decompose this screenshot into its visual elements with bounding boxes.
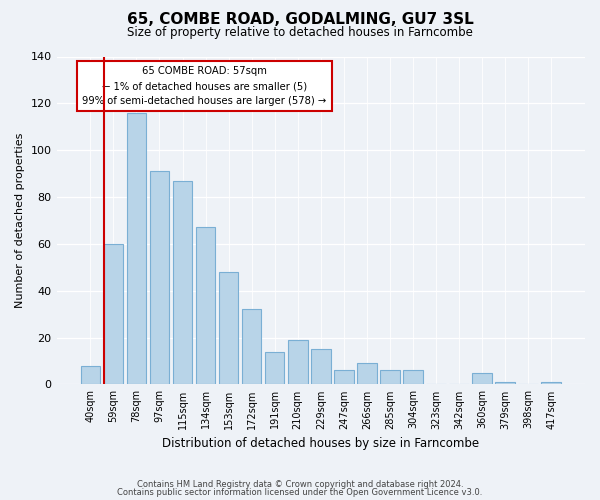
X-axis label: Distribution of detached houses by size in Farncombe: Distribution of detached houses by size … xyxy=(162,437,479,450)
Bar xyxy=(242,310,262,384)
Bar xyxy=(311,350,331,384)
Bar xyxy=(149,172,169,384)
Bar xyxy=(380,370,400,384)
Bar xyxy=(173,180,193,384)
Bar xyxy=(80,366,100,384)
Bar xyxy=(196,228,215,384)
Bar xyxy=(403,370,423,384)
Bar xyxy=(357,364,377,384)
Bar xyxy=(127,112,146,384)
Bar xyxy=(288,340,308,384)
Text: Size of property relative to detached houses in Farncombe: Size of property relative to detached ho… xyxy=(127,26,473,39)
Text: 65, COMBE ROAD, GODALMING, GU7 3SL: 65, COMBE ROAD, GODALMING, GU7 3SL xyxy=(127,12,473,28)
Bar xyxy=(265,352,284,384)
Text: Contains HM Land Registry data © Crown copyright and database right 2024.: Contains HM Land Registry data © Crown c… xyxy=(137,480,463,489)
Bar xyxy=(334,370,353,384)
Bar xyxy=(472,372,492,384)
Text: 65 COMBE ROAD: 57sqm
← 1% of detached houses are smaller (5)
99% of semi-detache: 65 COMBE ROAD: 57sqm ← 1% of detached ho… xyxy=(82,66,326,106)
Y-axis label: Number of detached properties: Number of detached properties xyxy=(15,133,25,308)
Bar xyxy=(541,382,561,384)
Bar xyxy=(496,382,515,384)
Bar xyxy=(104,244,123,384)
Text: Contains public sector information licensed under the Open Government Licence v3: Contains public sector information licen… xyxy=(118,488,482,497)
Bar xyxy=(219,272,238,384)
